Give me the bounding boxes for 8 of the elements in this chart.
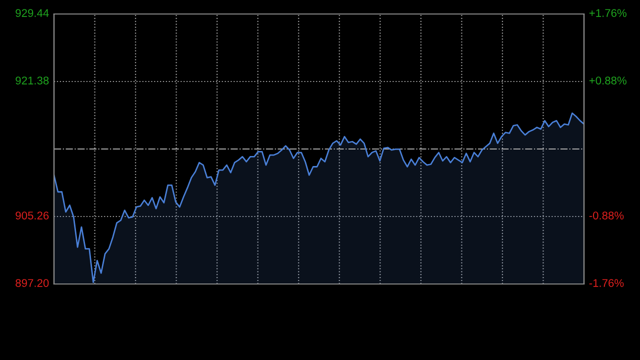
y-tick-label: 929.44 — [16, 9, 49, 17]
y2-tick-label: -1.76% — [589, 279, 624, 287]
y-tick-label: 921.38 — [16, 76, 49, 84]
y2-tick-label: +1.76% — [589, 9, 626, 17]
y-tick-label: 897.20 — [16, 279, 49, 287]
y2-tick-label: -0.88% — [589, 212, 624, 220]
y2-tick-label: +0.88% — [589, 76, 626, 84]
y-tick-label: 905.26 — [16, 212, 49, 220]
